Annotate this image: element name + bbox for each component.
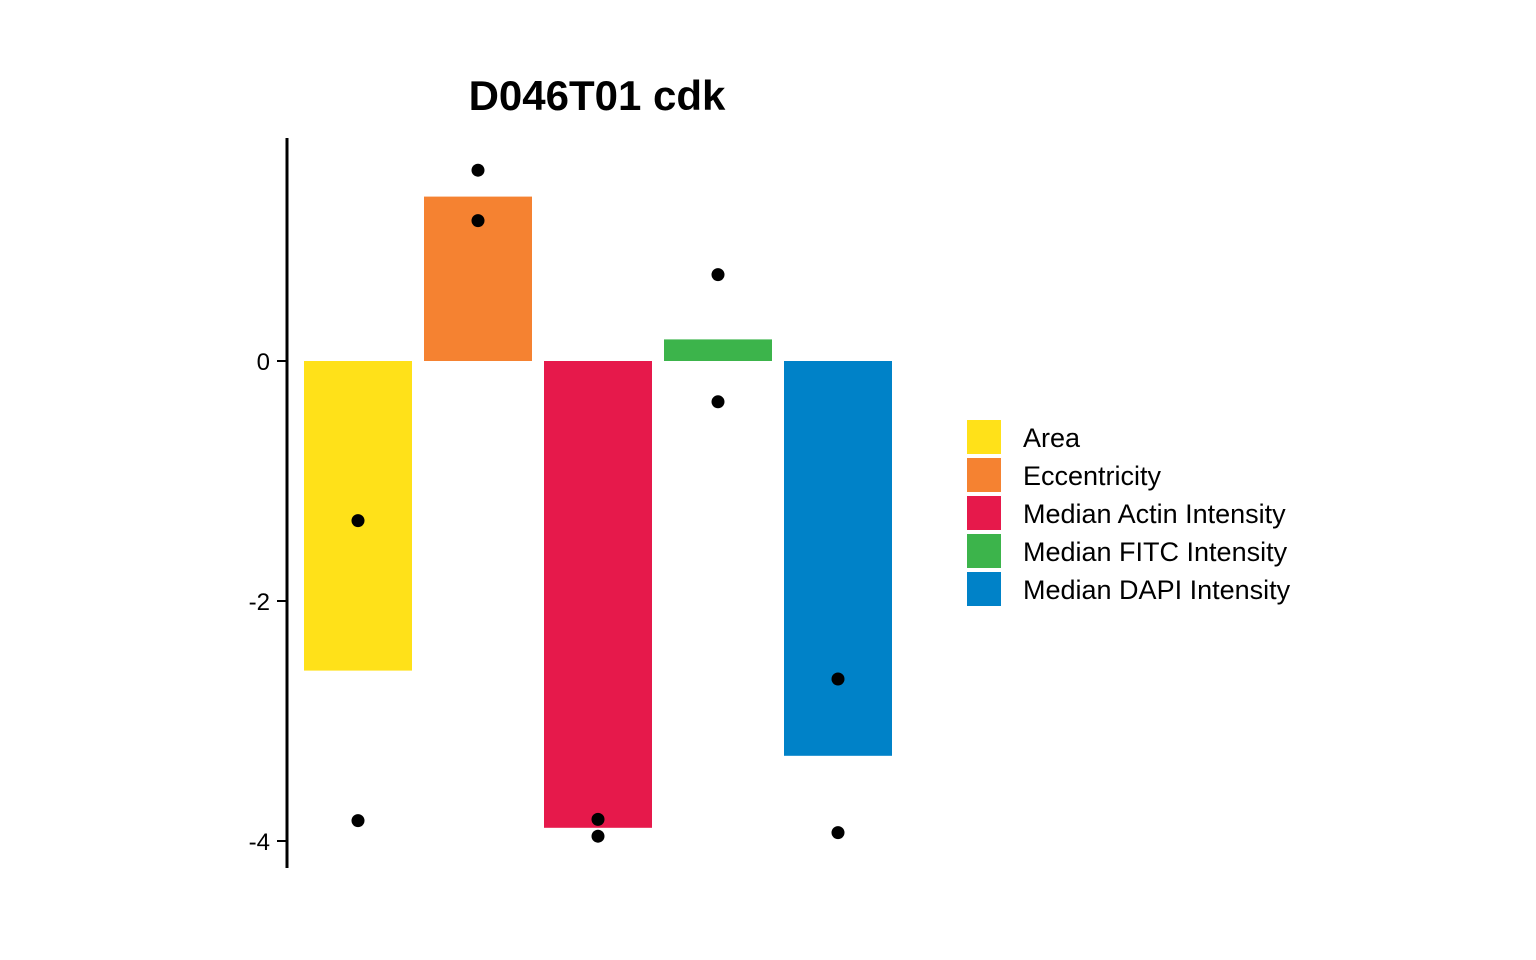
bar-4	[784, 361, 892, 756]
data-point	[711, 395, 725, 409]
data-point	[591, 812, 605, 826]
y-tick-label: 0	[257, 349, 270, 376]
data-point	[711, 268, 725, 282]
bar-3	[664, 339, 772, 361]
data-point	[471, 163, 485, 177]
y-tick-label: -2	[249, 589, 270, 616]
data-point	[471, 214, 485, 228]
legend-label: Median FITC Intensity	[1023, 537, 1288, 567]
legend-key	[967, 458, 1001, 492]
data-point	[831, 672, 845, 686]
legend-key	[967, 572, 1001, 606]
legend-key	[967, 534, 1001, 568]
legend-label: Area	[1023, 423, 1081, 453]
legend: Area Eccentricity Median Actin Intensity Me…	[967, 420, 1291, 606]
chart-title: D046T01 cdk	[469, 72, 726, 119]
legend-label: Eccentricity	[1023, 461, 1162, 491]
legend-label: Median DAPI Intensity	[1023, 575, 1291, 605]
legend-key	[967, 496, 1001, 530]
legend-label: Median Actin Intensity	[1023, 499, 1286, 529]
data-point	[351, 814, 365, 828]
data-point	[831, 826, 845, 840]
bar-2	[544, 361, 652, 828]
points-group	[351, 163, 845, 843]
y-axis-ticks: 0 -2 -4	[249, 349, 287, 856]
legend-key	[967, 420, 1001, 454]
data-point	[351, 514, 365, 528]
y-tick-label: -4	[249, 829, 270, 856]
bars-group	[304, 196, 892, 828]
data-point	[591, 829, 605, 843]
